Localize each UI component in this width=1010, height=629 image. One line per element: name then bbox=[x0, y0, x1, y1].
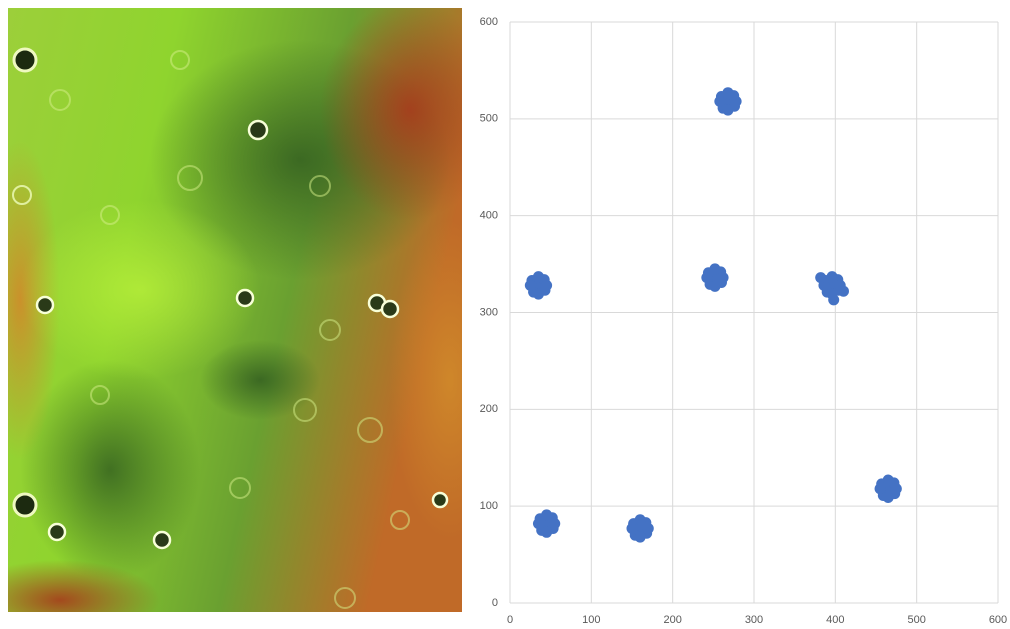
point bbox=[533, 518, 544, 529]
x-tick-label: 0 bbox=[507, 614, 513, 626]
point bbox=[731, 96, 742, 107]
y-tick-label: 500 bbox=[480, 113, 498, 125]
point bbox=[838, 286, 849, 297]
y-tick-label: 400 bbox=[480, 210, 498, 222]
point bbox=[549, 518, 560, 529]
point bbox=[525, 280, 536, 291]
page: 01002003004005006000100200300400500600 (… bbox=[0, 0, 1010, 629]
y-tick-label: 0 bbox=[492, 597, 498, 609]
point bbox=[541, 509, 552, 520]
point bbox=[827, 271, 838, 282]
point bbox=[828, 294, 839, 305]
x-tick-label: 100 bbox=[582, 614, 600, 626]
point bbox=[722, 87, 733, 98]
point bbox=[533, 271, 544, 282]
y-tick-label: 100 bbox=[480, 500, 498, 512]
point bbox=[643, 523, 654, 534]
point bbox=[714, 96, 725, 107]
y-tick-label: 300 bbox=[480, 306, 498, 318]
point bbox=[533, 289, 544, 300]
x-tick-label: 200 bbox=[663, 614, 681, 626]
point bbox=[883, 492, 894, 503]
x-tick-label: 300 bbox=[745, 614, 763, 626]
x-tick-label: 500 bbox=[907, 614, 925, 626]
point bbox=[875, 483, 886, 494]
point bbox=[815, 272, 826, 283]
x-tick-label: 600 bbox=[989, 614, 1007, 626]
point bbox=[541, 527, 552, 538]
point bbox=[541, 280, 552, 291]
microscopy-image bbox=[0, 0, 510, 629]
point bbox=[883, 475, 894, 486]
y-tick-label: 200 bbox=[480, 403, 498, 415]
point bbox=[718, 272, 729, 283]
point bbox=[722, 105, 733, 116]
point bbox=[891, 483, 902, 494]
point bbox=[709, 263, 720, 274]
x-tick-label: 400 bbox=[826, 614, 844, 626]
y-tick-label: 600 bbox=[480, 16, 498, 28]
point bbox=[635, 514, 646, 525]
point bbox=[635, 532, 646, 543]
point bbox=[701, 272, 712, 283]
figure: 0 100 200 300 400 500 600 0 100 200 300 400 500 600 bbox=[0, 0, 1010, 629]
point bbox=[709, 281, 720, 292]
point bbox=[627, 523, 638, 534]
